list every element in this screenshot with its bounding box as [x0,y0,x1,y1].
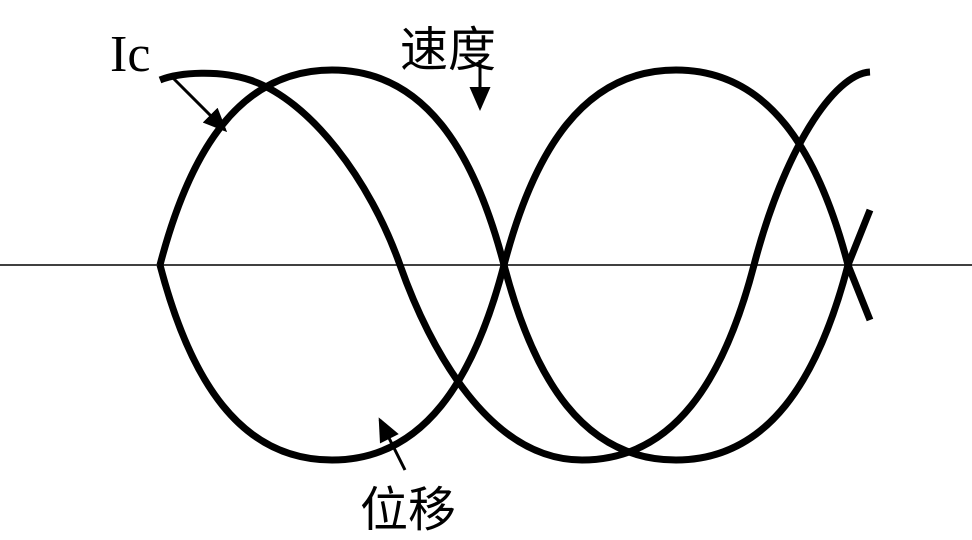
ic-label: Ic [110,25,150,84]
ic-label-arrow [170,75,225,130]
velocity-curve [160,72,870,460]
displacement-label: 位移 [360,470,456,540]
velocity-label: 速度 [400,10,496,80]
waveform-chart: Ic 速度 位移 [0,0,972,531]
